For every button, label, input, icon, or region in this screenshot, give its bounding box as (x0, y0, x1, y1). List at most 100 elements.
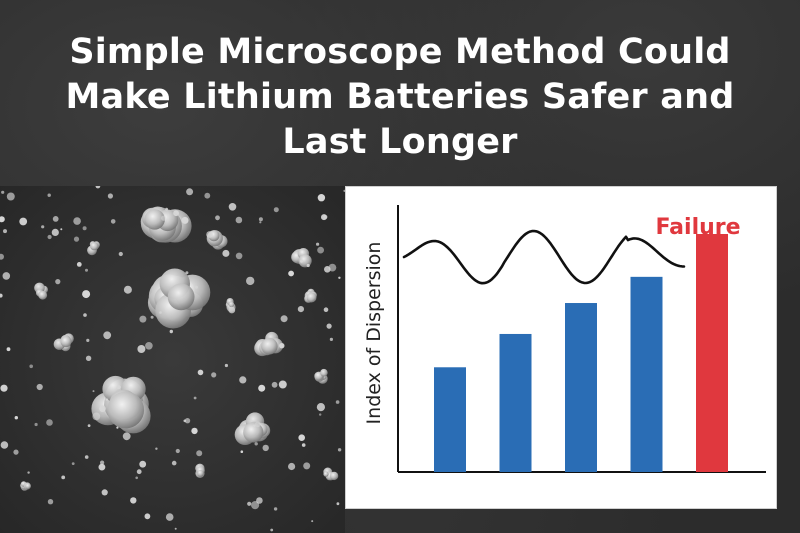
particle-dot (0, 384, 8, 392)
particle-dot (321, 214, 327, 221)
particle-dot (337, 448, 342, 452)
particle-dot (338, 276, 341, 279)
particle-dot (85, 355, 92, 361)
particle-dot (235, 216, 243, 224)
particle-dot (122, 432, 131, 441)
y-axis-label: Index of Dispersion (363, 242, 385, 425)
particle-dot (197, 369, 204, 376)
particle-cluster-blob (167, 283, 195, 311)
particle-dot (193, 396, 197, 400)
particle-cluster-blob (329, 471, 339, 481)
particle-cluster-blob (107, 391, 145, 429)
particle-dot (60, 228, 63, 231)
particle-dot (239, 376, 247, 384)
particle-dot (144, 513, 151, 520)
particle-dot (278, 380, 287, 389)
particle-dot (0, 293, 3, 298)
particle-dot (34, 422, 38, 427)
particle-dot (47, 193, 51, 197)
particle-dot (173, 210, 180, 217)
particle-dot (116, 426, 119, 429)
particle-cluster-blob (144, 209, 165, 230)
particle-cluster-blob (261, 337, 278, 355)
particle-dot (0, 216, 5, 223)
particle-dot (83, 313, 87, 317)
particle-dot (185, 271, 189, 275)
headline: Simple Microscope Method Could Make Lith… (0, 30, 800, 165)
particle-dot (301, 443, 306, 447)
particle-dot (191, 427, 198, 435)
particle-dot (329, 337, 333, 341)
particle-cluster-blob (323, 471, 329, 477)
particle-dot (165, 207, 169, 211)
particle-dot (123, 285, 132, 294)
particle-dot (171, 460, 177, 466)
particle-dot (110, 219, 116, 224)
particle-dot (254, 421, 261, 428)
particle-dot (73, 236, 80, 242)
particle-dot (316, 242, 320, 246)
bar-4 (630, 276, 663, 472)
particle-dot (101, 489, 108, 496)
particle-dot (335, 400, 340, 404)
particle-dot (2, 272, 11, 280)
bar-2 (499, 333, 532, 472)
particle-dot (14, 416, 18, 420)
particle-dot (303, 462, 311, 470)
headline-line-1: Simple Microscope Method Could (69, 32, 731, 72)
particle-dot (71, 462, 75, 465)
particle-dot (155, 447, 158, 450)
particle-dot (186, 188, 194, 196)
particle-dot (211, 372, 217, 378)
particle-dot (136, 469, 142, 475)
particle-dot (316, 403, 325, 412)
particle-dot (273, 207, 279, 213)
particle-dot (76, 262, 82, 267)
particle-dot (95, 186, 101, 189)
particle-dot (161, 215, 167, 221)
particle-dot (273, 507, 278, 511)
particle-dot (169, 329, 173, 334)
particle-dot (343, 189, 345, 192)
particle-cluster-blob (228, 301, 235, 308)
particle-dot (47, 499, 54, 505)
particle-dot (300, 259, 303, 263)
particle-dot (100, 460, 105, 465)
particle-dot (317, 194, 326, 202)
particle-dot (0, 253, 4, 260)
particle-dot (13, 449, 19, 455)
headline-line-3: Last Longer (282, 122, 518, 162)
particle-dot (175, 448, 180, 454)
chart-panel: Index of Dispersion Failure (345, 186, 777, 509)
oscillation-line (402, 229, 686, 285)
particle-dot (165, 513, 174, 521)
particle-dot (222, 249, 230, 257)
bar-failure (696, 234, 728, 472)
headline-line-2: Make Lithium Batteries Safer and (65, 77, 735, 117)
particle-cluster-blob (25, 483, 31, 489)
particle-dot (137, 345, 146, 353)
particle-dot (262, 444, 269, 452)
particle-dot (252, 424, 256, 428)
particle-dot (150, 315, 154, 319)
particle-dot (3, 229, 7, 234)
particle-dot (215, 215, 220, 221)
particle-dot (174, 527, 177, 530)
particle-dot (270, 528, 274, 532)
particle-dot (323, 307, 329, 312)
particle-cluster-blob (38, 290, 48, 300)
particle-dot (317, 246, 324, 254)
particle-dot (258, 384, 266, 392)
dispersion-chart: Index of Dispersion Failure (363, 205, 766, 473)
bar-1 (434, 367, 466, 472)
particle-dot (306, 263, 310, 268)
particle-dot (271, 381, 278, 388)
particle-cluster-blob (60, 336, 72, 348)
particle-dot (82, 290, 91, 299)
particle-dot (297, 306, 304, 313)
particle-cluster-blob (243, 422, 264, 443)
particle-cluster-blob (90, 242, 99, 251)
particle-dot (98, 463, 106, 471)
particle-dot (0, 441, 9, 449)
